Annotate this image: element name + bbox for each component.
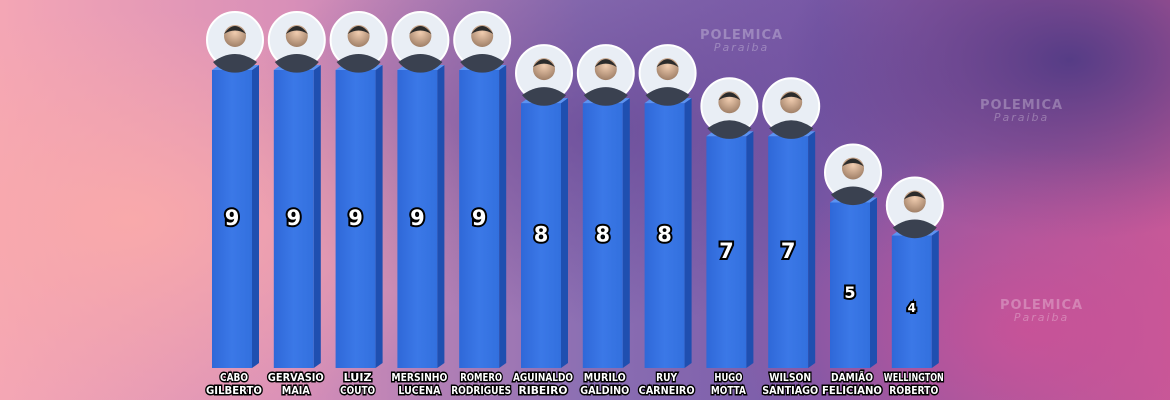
category-label: FELICIANO [822,384,882,397]
bar-side [684,98,692,368]
person-photo-avatar-icon [700,77,759,139]
category-label: ROBERTO [889,384,938,397]
bar [582,103,623,368]
bar-side [252,65,259,368]
value-label: 9 [225,206,240,230]
person-photo-avatar-icon [453,11,512,73]
category-label: COUTO [340,384,375,397]
bar-side [622,98,630,368]
category-label: CARNEIRO [639,384,695,397]
bar-side [561,98,568,368]
value-label: 9 [348,206,363,230]
person-photo-avatar-icon [824,143,882,206]
value-label: 5 [844,283,855,302]
value-label: 7 [719,239,734,263]
category-label: WELLINGTON [884,371,944,384]
bar [335,70,376,368]
value-label: 8 [595,223,610,247]
category-label: MAIA [282,384,310,397]
person-photo-avatar-icon [329,11,388,73]
person-photo-avatar-icon [885,176,944,239]
bar-side [313,65,321,368]
value-label: 9 [286,206,301,230]
category-label: MERSINHO [391,371,447,384]
bar [459,70,500,368]
category-label: RODRIGUES [451,384,511,397]
bar-side [499,65,507,368]
value-label: 4 [908,301,916,315]
category-label: HUGO [714,371,742,384]
category-label: ROMERO [460,371,502,384]
value-label: 9 [472,206,487,230]
bar-side [746,131,754,368]
bar [273,70,314,368]
bar [830,202,870,368]
person-photo-avatar-icon [638,44,697,106]
bar [521,103,561,368]
category-label: GILBERTO [206,384,262,397]
value-label: 7 [781,239,796,263]
category-label: AGUINALDO [513,371,573,384]
person-photo-avatar-icon [576,44,635,106]
category-label: GALDINO [580,384,629,397]
bar-side [870,197,877,368]
category-label: MURILO [584,371,626,384]
value-label: 9 [410,206,425,230]
bar [891,235,932,368]
category-label: LUIZ [344,371,372,384]
category-label: RUY [656,371,678,384]
category-label: RIBEIRO [519,384,568,397]
value-label: 8 [534,223,549,247]
category-label: GERVASIO [268,371,324,384]
bar-side [931,230,939,368]
bar [397,70,438,368]
category-label: CABO [220,371,248,384]
category-label: LUCENA [398,384,440,397]
category-label: SANTIAGO [762,384,818,397]
category-label: DAMIÃO [831,371,873,384]
bar [768,136,809,368]
category-label: WILSON [769,371,811,384]
bar [706,136,747,368]
person-photo-avatar-icon [206,11,264,73]
bar-side [375,65,383,368]
bar-side [437,65,445,368]
bar [212,70,252,368]
bar-side [808,131,816,368]
person-photo-avatar-icon [391,11,450,73]
value-label: 8 [657,223,672,247]
category-label: MOTTA [711,384,746,397]
bar [644,103,685,368]
person-photo-avatar-icon [267,11,326,73]
person-photo-avatar-icon [515,44,573,106]
person-photo-avatar-icon [762,77,821,139]
